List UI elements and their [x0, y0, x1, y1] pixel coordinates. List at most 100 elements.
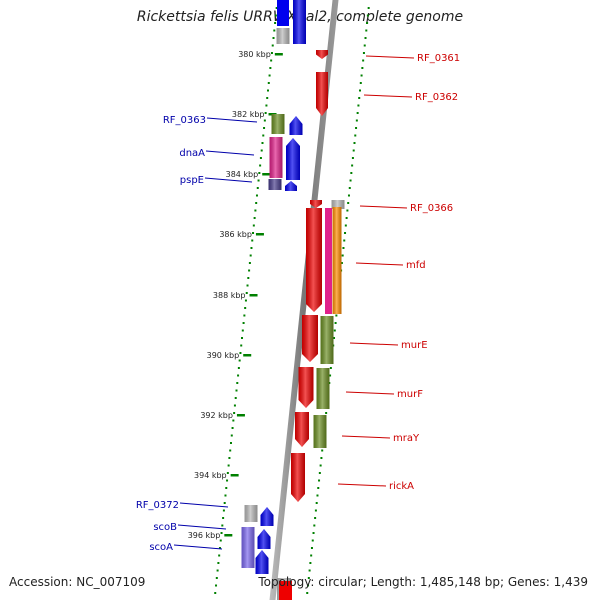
guide-dot	[242, 322, 245, 324]
label-leader	[365, 55, 415, 59]
gene-label-mfd[interactable]: mfd	[406, 260, 426, 271]
guide-dot	[310, 547, 313, 549]
gene-label-pspE[interactable]: pspE	[180, 175, 204, 186]
guide-dot	[222, 509, 225, 512]
gene-label-dnaA[interactable]: dnaA	[179, 148, 205, 159]
ruler-tick	[230, 474, 239, 477]
guide-dot	[239, 352, 242, 354]
gene-RF_0361[interactable]	[316, 50, 328, 59]
guide-dot	[346, 209, 349, 212]
guide-dot	[274, 22, 277, 24]
guide-dot	[307, 577, 310, 579]
gene-label-RF_0361[interactable]: RF_0361	[417, 53, 460, 64]
gene-arrow-shade	[291, 453, 305, 502]
gene-scoB[interactable]	[257, 529, 271, 549]
gene-arrow-shade	[260, 507, 274, 526]
backbone-line	[269, 0, 339, 600]
gene-track	[255, 50, 328, 574]
gene-label-rickA[interactable]: rickA	[389, 481, 414, 492]
guide-dot	[243, 314, 246, 317]
gene-dnaA[interactable]	[286, 138, 300, 180]
guide-dot	[311, 539, 314, 542]
label-leader	[355, 262, 404, 266]
guide-dot	[267, 82, 270, 84]
guide-dot	[260, 149, 263, 152]
guide-dot	[236, 382, 239, 384]
guide-dot	[245, 292, 248, 294]
guide-dot	[215, 584, 218, 587]
topology-value: circular	[318, 575, 363, 589]
guide-dot	[251, 239, 254, 242]
cog-bar-shade	[276, 28, 290, 44]
guide-dot	[362, 52, 365, 54]
gene-arrow-shade	[295, 412, 309, 447]
gene-arrow-shade	[286, 138, 300, 180]
gene-label-scoA[interactable]: scoA	[149, 542, 173, 553]
ruler-label: 384 kbp	[226, 170, 259, 179]
guide-dot	[306, 592, 309, 594]
guide-dot	[318, 479, 321, 482]
guide-dot	[259, 157, 262, 159]
guide-dot	[238, 359, 241, 362]
guide-dot	[256, 187, 259, 189]
cog-bar-shade	[241, 527, 255, 568]
guide-dot	[318, 472, 321, 474]
ruler-label: 394 kbp	[194, 471, 227, 480]
cog-track	[241, 0, 345, 600]
gene-murE[interactable]	[302, 315, 318, 362]
guide-dot	[266, 97, 269, 99]
gene-arrow-shade	[316, 72, 328, 116]
gene-RF_0363[interactable]	[289, 116, 303, 135]
guide-dot	[231, 427, 234, 429]
guide-dot	[252, 224, 255, 227]
guide-dot	[347, 202, 350, 204]
gene-label-RF_0362[interactable]: RF_0362	[415, 92, 458, 103]
guide-dot	[275, 7, 278, 9]
gene-label-RF_0372[interactable]: RF_0372	[136, 500, 179, 511]
guide-dot	[255, 194, 258, 197]
gene-label-RF_0366[interactable]: RF_0366	[410, 203, 453, 214]
gene-label-scoB[interactable]: scoB	[153, 522, 177, 533]
guide-dot	[241, 329, 244, 332]
gene-pspE[interactable]	[285, 181, 297, 191]
guide-dot	[352, 149, 355, 152]
guide-dot	[259, 164, 262, 167]
guide-dot	[270, 59, 273, 62]
guide-dot	[270, 52, 273, 54]
label-leader	[206, 117, 258, 123]
guide-dot	[319, 464, 322, 467]
guide-dot	[226, 472, 229, 474]
gene-label-murF[interactable]: murF	[397, 389, 423, 400]
label-leader	[337, 483, 387, 487]
gene-RF_0372[interactable]	[260, 507, 274, 526]
gene-RF_0362[interactable]	[316, 72, 328, 116]
guide-dot	[365, 29, 368, 32]
guide-dot	[274, 14, 277, 17]
gene-mfd[interactable]	[306, 208, 322, 312]
guide-dot	[237, 374, 240, 377]
gene-label-mraY[interactable]: mraY	[393, 433, 420, 444]
gene-label-murE[interactable]: murE	[401, 340, 428, 351]
gene-mraY[interactable]	[295, 412, 309, 447]
ruler-tick	[274, 53, 283, 56]
guide-dot	[254, 209, 257, 212]
ruler-tick	[243, 354, 252, 357]
cog-bar-shade	[332, 207, 342, 314]
guide-dot	[308, 569, 311, 572]
guide-dot	[312, 532, 315, 534]
gene-rickA[interactable]	[291, 453, 305, 502]
ruler-tick	[249, 294, 258, 297]
label-leader	[204, 177, 253, 183]
guide-dot	[310, 554, 313, 557]
guide-dot	[252, 232, 255, 234]
cog-bar-shade	[313, 415, 327, 448]
gene-murF[interactable]	[298, 367, 314, 408]
gene-label-RF_0363[interactable]: RF_0363	[163, 115, 206, 126]
cog-bar-shade	[320, 316, 334, 364]
gene-scoA[interactable]	[255, 550, 269, 574]
guide-dot	[255, 202, 258, 204]
guide-dot	[217, 562, 220, 564]
gene-RF_0366[interactable]	[310, 200, 322, 208]
guide-dot	[333, 337, 336, 339]
gene-arrow-top	[277, 0, 289, 26]
